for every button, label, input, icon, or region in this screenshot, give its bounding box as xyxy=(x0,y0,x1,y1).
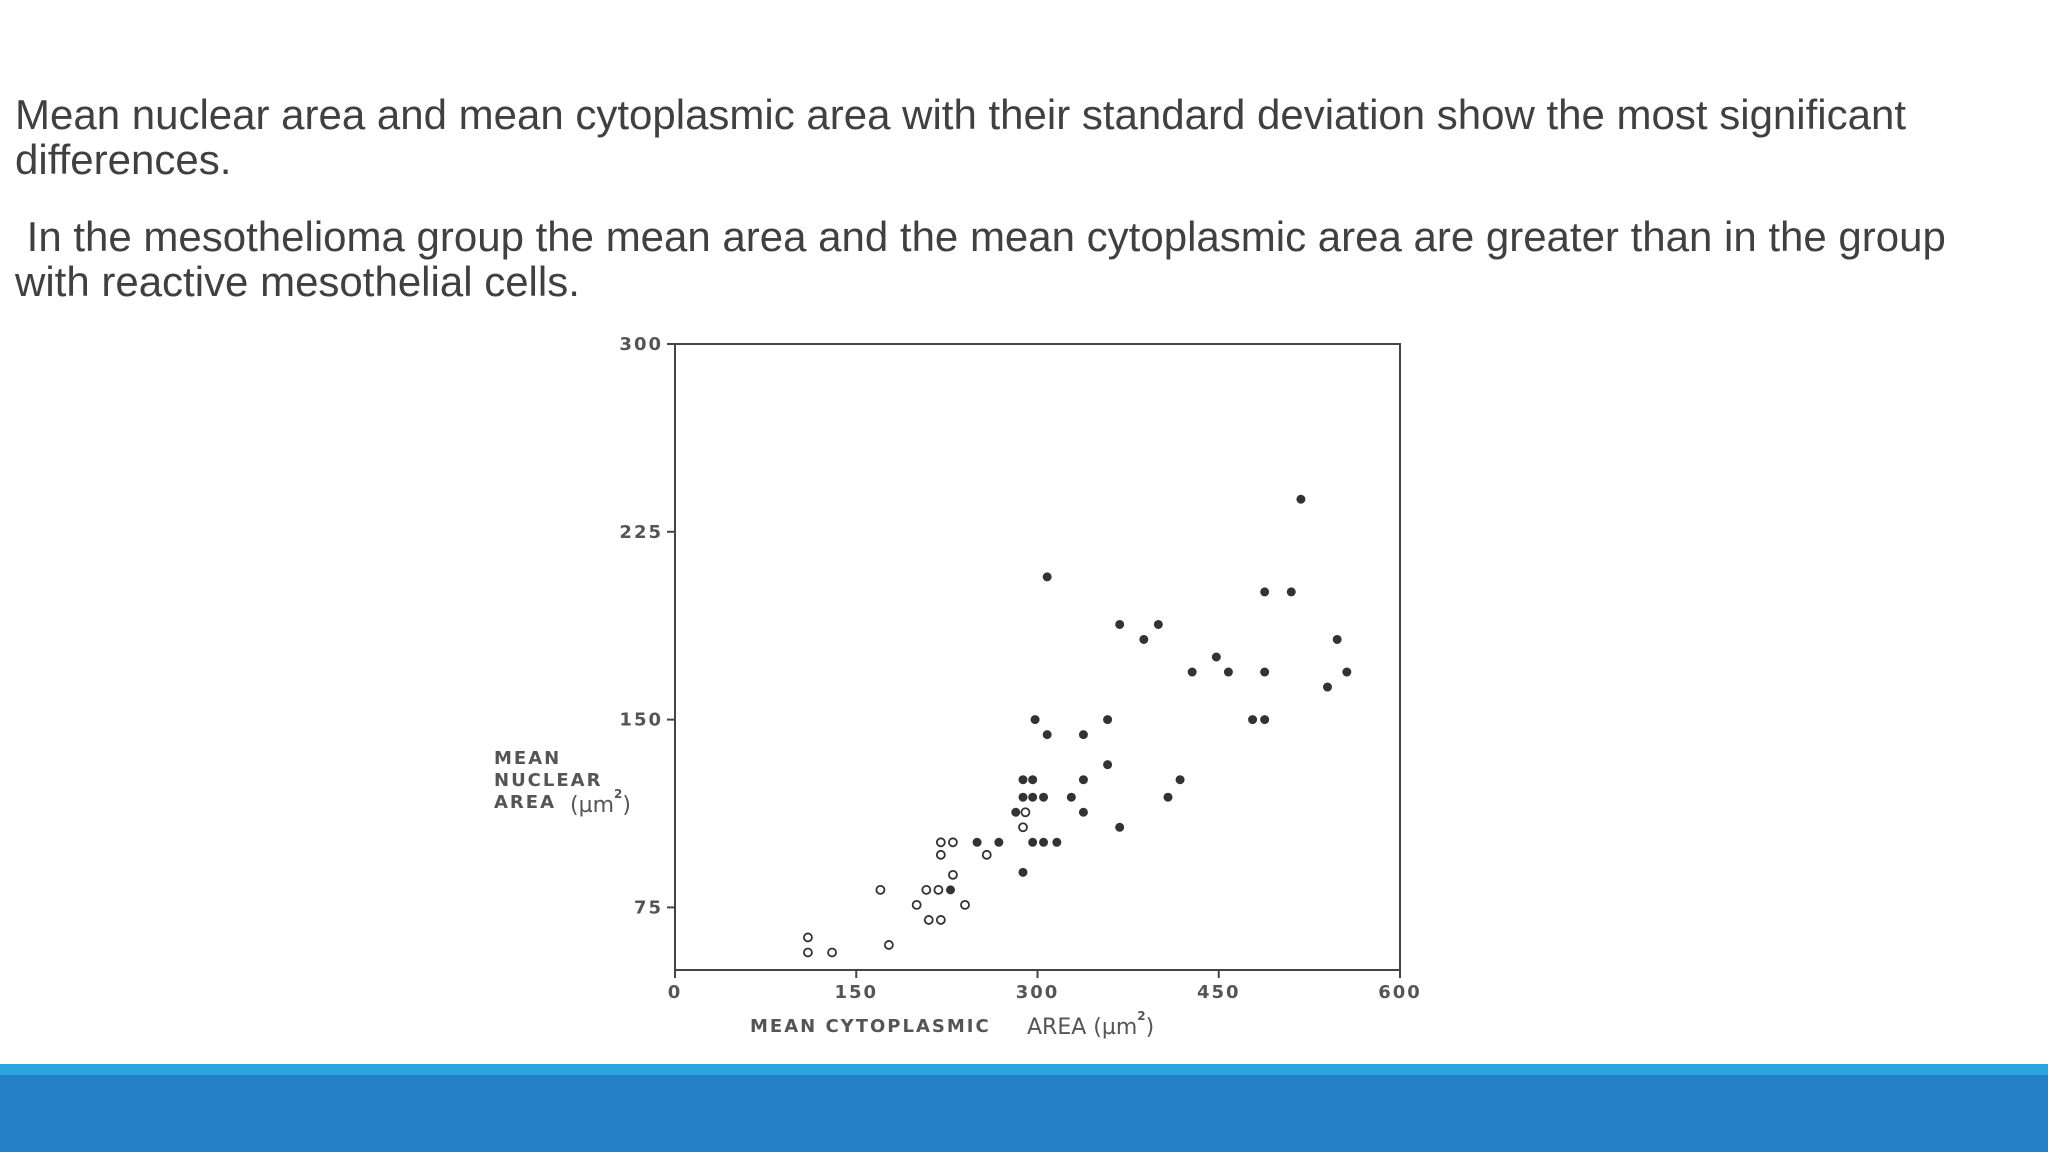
y-axis-unit-superscript: 2 xyxy=(614,787,622,801)
x-tick-label-600: 600 xyxy=(1378,982,1422,1003)
filled-point-4 xyxy=(1018,867,1028,877)
open-point-3 xyxy=(883,940,894,950)
filled-point-37 xyxy=(1323,682,1332,692)
filled-point-12 xyxy=(1052,837,1062,847)
open-point-10 xyxy=(935,849,946,860)
filled-point-22 xyxy=(1115,822,1125,832)
filled-point-2 xyxy=(994,837,1004,847)
filled-point-10 xyxy=(1028,837,1038,847)
y-tick-label-225: 225 xyxy=(619,522,663,543)
filled-point-23 xyxy=(1115,619,1125,629)
footer-accent-bar xyxy=(0,1064,2048,1075)
filled-point-16 xyxy=(1066,792,1076,802)
filled-point-8 xyxy=(1028,792,1038,802)
filled-point-30 xyxy=(1223,667,1233,677)
open-point-9 xyxy=(935,915,946,925)
filled-point-33 xyxy=(1260,667,1270,677)
footer-bar xyxy=(0,1075,2048,1152)
y-tick-label-75: 75 xyxy=(634,897,663,918)
filled-point-17 xyxy=(1078,807,1088,817)
open-point-11 xyxy=(935,837,946,848)
filled-point-11 xyxy=(1039,837,1049,847)
x-axis-unit: AREA (µm2) xyxy=(1027,1009,1154,1040)
filled-point-38 xyxy=(1332,634,1342,644)
filled-point-28 xyxy=(1187,667,1197,677)
filled-point-7 xyxy=(1018,792,1028,802)
filled-point-9 xyxy=(1039,792,1049,802)
filled-point-20 xyxy=(1103,760,1113,770)
x-tick-label-150: 150 xyxy=(834,982,878,1003)
filled-point-32 xyxy=(1260,715,1270,725)
y-axis-title-line-3: AREA xyxy=(494,792,556,813)
paragraph-2: In the mesothelioma group the mean area … xyxy=(15,213,1958,305)
filled-point-24 xyxy=(1139,634,1149,644)
data-points xyxy=(803,494,1352,958)
filled-point-25 xyxy=(1153,619,1163,629)
filled-point-15 xyxy=(1042,572,1052,582)
axis-ticks: 75 150 225 300 0 150 300 450 600 xyxy=(619,334,1422,1003)
x-axis-unit-superscript: 2 xyxy=(1137,1009,1145,1023)
open-point-6 xyxy=(921,884,932,895)
filled-point-26 xyxy=(1163,792,1173,802)
x-axis-title: MEAN CYTOPLASMIC xyxy=(750,1016,991,1037)
x-tick-label-0: 0 xyxy=(668,982,683,1003)
filled-point-6 xyxy=(1028,775,1038,785)
open-point-16 xyxy=(1018,822,1028,833)
y-axis-unit: (µm2) xyxy=(570,787,631,818)
x-tick-label-300: 300 xyxy=(1016,982,1060,1003)
open-point-4 xyxy=(875,884,886,895)
filled-point-13 xyxy=(1030,715,1040,725)
filled-point-34 xyxy=(1260,587,1270,597)
filled-point-1 xyxy=(972,837,982,847)
filled-point-21 xyxy=(1103,715,1113,725)
open-point-14 xyxy=(960,899,970,910)
open-point-17 xyxy=(1020,807,1031,818)
open-point-1 xyxy=(803,947,813,958)
paragraph-1: Mean nuclear area and mean cytoplasmic a… xyxy=(15,91,1907,183)
y-tick-label-150: 150 xyxy=(619,710,663,731)
y-axis-title-line-1: MEAN xyxy=(494,748,561,769)
filled-point-29 xyxy=(1211,652,1221,662)
filled-point-39 xyxy=(1342,667,1352,677)
filled-point-0 xyxy=(946,885,955,895)
filled-point-5 xyxy=(1018,775,1028,785)
open-point-7 xyxy=(923,915,934,925)
filled-point-27 xyxy=(1175,775,1185,785)
open-point-0 xyxy=(803,932,813,943)
filled-point-35 xyxy=(1286,587,1296,597)
open-point-15 xyxy=(981,849,992,860)
filled-point-36 xyxy=(1296,494,1306,504)
open-point-8 xyxy=(933,884,944,895)
filled-point-14 xyxy=(1042,730,1052,740)
plot-border xyxy=(674,343,1401,971)
filled-point-3 xyxy=(1011,807,1021,817)
open-point-2 xyxy=(827,947,837,958)
y-axis-title-line-2: NUCLEAR xyxy=(494,770,602,791)
open-point-13 xyxy=(948,869,958,880)
filled-point-31 xyxy=(1248,715,1258,725)
filled-point-19 xyxy=(1078,730,1088,740)
open-point-12 xyxy=(948,837,958,848)
filled-point-18 xyxy=(1078,775,1088,785)
x-tick-label-450: 450 xyxy=(1197,982,1241,1003)
y-tick-label-300: 300 xyxy=(619,334,663,355)
open-point-5 xyxy=(911,899,922,910)
plot-frame xyxy=(674,343,1401,971)
